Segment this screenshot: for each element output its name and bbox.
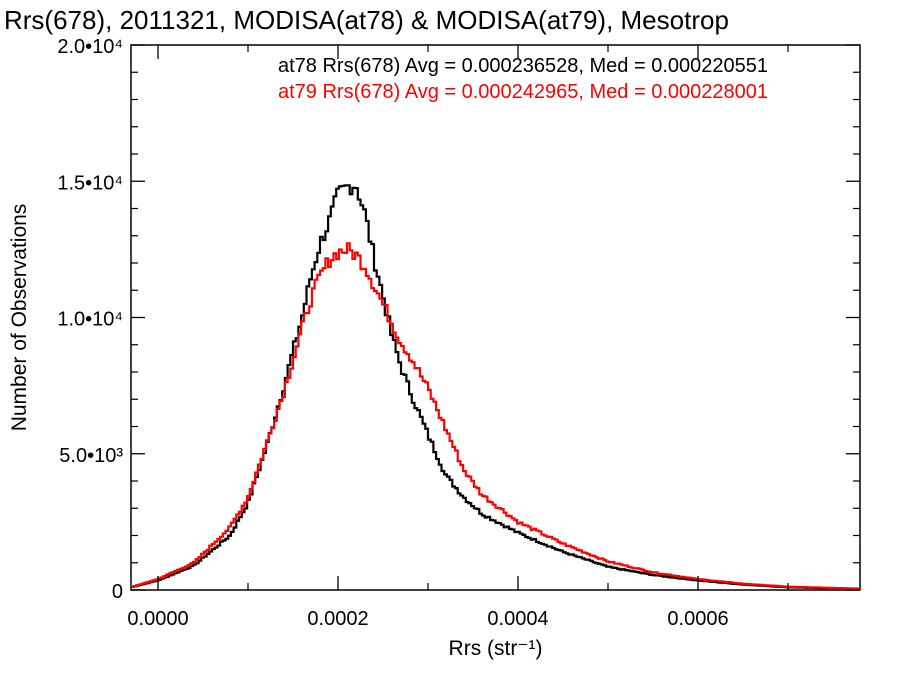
x-tick-label: 0.0006 <box>667 608 728 630</box>
x-tick-label: 0.0002 <box>307 608 368 630</box>
x-axis-label: Rrs (str⁻¹) <box>449 637 543 660</box>
x-tick-label: 0.0000 <box>127 608 188 630</box>
y-tick-label: 0 <box>112 581 123 603</box>
chart-title: Rrs(678), 2011321, MODISA(at78) & MODISA… <box>4 5 729 35</box>
legend-annotation-2: at79 Rrs(678) Avg = 0.000242965, Med = 0… <box>278 81 768 103</box>
x-axis: 0.0000 0.0002 0.0004 0.0006 <box>127 45 789 630</box>
y-tick-label: 2.0•10⁴ <box>57 36 123 58</box>
series-layer <box>131 184 862 590</box>
y-tick-label: 5.0•10³ <box>59 445 123 467</box>
legend-annotation-1: at78 Rrs(678) Avg = 0.000236528, Med = 0… <box>278 55 768 77</box>
series-2-histogram <box>131 242 862 590</box>
y-axis: 0 5.0•10³ 1.0•10⁴ 1.5•10⁴ 2.0•10⁴ <box>57 36 860 603</box>
x-tick-label: 0.0004 <box>487 608 548 630</box>
y-axis-label: Number of Observations <box>8 204 31 432</box>
y-tick-label: 1.0•10⁴ <box>57 309 123 331</box>
legend-annotations: at78 Rrs(678) Avg = 0.000236528, Med = 0… <box>278 55 768 103</box>
y-tick-label: 1.5•10⁴ <box>57 172 123 194</box>
series-1-histogram <box>131 184 862 590</box>
